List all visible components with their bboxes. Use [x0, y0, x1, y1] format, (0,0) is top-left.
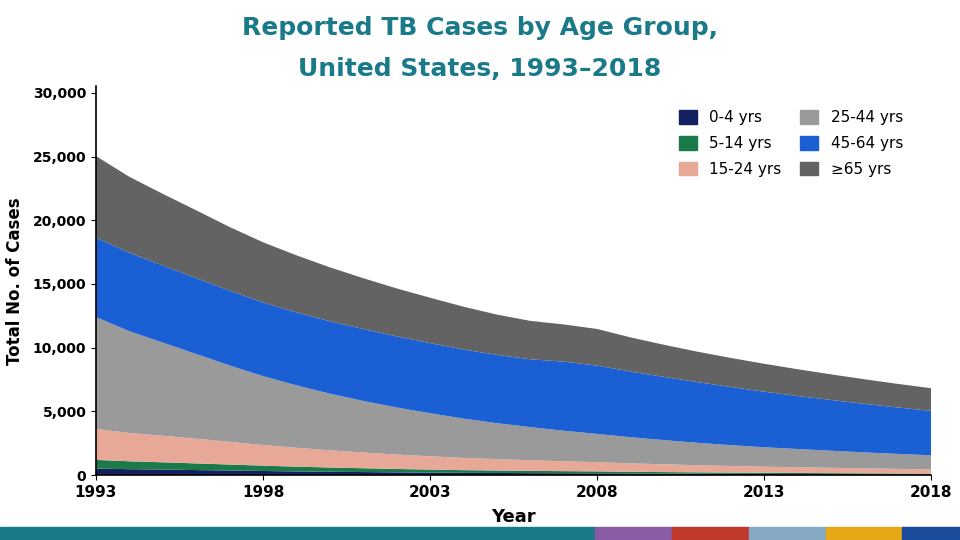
Bar [595, 526, 672, 540]
Bar [902, 526, 960, 540]
Bar [0, 526, 595, 540]
Text: United States, 1993–2018: United States, 1993–2018 [299, 57, 661, 80]
Bar [749, 526, 826, 540]
Y-axis label: Total No. of Cases: Total No. of Cases [7, 197, 24, 364]
Legend: 0-4 yrs, 5-14 yrs, 15-24 yrs, 25-44 yrs, 45-64 yrs, ≥65 yrs: 0-4 yrs, 5-14 yrs, 15-24 yrs, 25-44 yrs,… [666, 98, 915, 189]
Bar [826, 526, 902, 540]
X-axis label: Year: Year [492, 508, 536, 526]
Text: Reported TB Cases by Age Group,: Reported TB Cases by Age Group, [242, 16, 718, 40]
Bar [672, 526, 749, 540]
